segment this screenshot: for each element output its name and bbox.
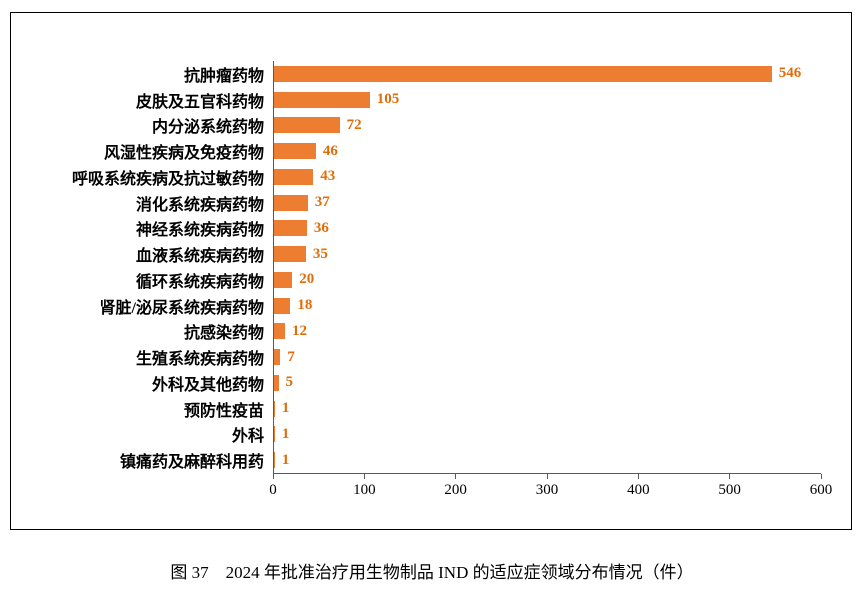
chart-area: 抗肿瘤药物 546 皮肤及五官科药物 105 内分泌系统药物 72 风湿性疾病及免疫药物 46… <box>10 12 852 530</box>
bar-value-label: 7 <box>287 348 295 365</box>
bar-track: 1 <box>273 421 821 448</box>
bar-value-label: 105 <box>376 91 400 108</box>
bar-track: 7 <box>273 344 821 370</box>
bar-row: 神经系统疾病药物 36 <box>21 215 821 242</box>
bar <box>274 168 314 185</box>
category-label: 抗肿瘤药物 <box>183 67 264 85</box>
x-tick-mark <box>546 474 548 479</box>
bar <box>274 374 279 391</box>
bar <box>274 91 370 108</box>
bar-value-label: 1 <box>281 400 290 417</box>
bar-value-label: 18 <box>297 297 313 314</box>
category-label: 风湿性疾病及免疫药物 <box>103 145 264 163</box>
bar-track: 12 <box>273 318 821 345</box>
x-tick-label: 200 <box>444 482 467 498</box>
x-tick-label: 0 <box>269 482 277 498</box>
bar-row: 外科 1 <box>21 421 821 448</box>
chart-caption: 图 37 2024 年批准治疗用生物制品 IND 的适应症领域分布情况（件） <box>170 563 694 582</box>
bar-track: 43 <box>273 164 821 190</box>
bar-row: 风湿性疾病及免疫药物 46 <box>21 138 821 164</box>
x-tick-mark <box>455 474 457 479</box>
bar <box>274 220 307 237</box>
bar <box>274 349 281 366</box>
bar-row: 呼吸系统疾病及抗过敏药物 43 <box>21 164 821 190</box>
x-tick-mark <box>363 474 365 479</box>
bar-value-label: 12 <box>291 322 307 339</box>
bar-track: 105 <box>273 86 821 113</box>
bar-value-label: 46 <box>322 142 338 159</box>
bar-value-label: 43 <box>320 168 336 185</box>
x-tick-mark <box>272 474 274 479</box>
bar-value-label: 1 <box>281 425 290 442</box>
bar-value-label: 20 <box>299 271 315 288</box>
x-tick-label: 300 <box>535 482 559 498</box>
bar-track: 37 <box>273 189 821 216</box>
x-axis: 0 100 200 300 400 500 600 <box>269 473 832 508</box>
bar-value-label: 72 <box>346 116 362 133</box>
bar <box>274 194 308 211</box>
category-label: 外科及其他药物 <box>151 376 264 394</box>
bar <box>274 117 340 134</box>
bar-track: 20 <box>273 267 821 293</box>
x-tick-label: 100 <box>353 482 376 498</box>
category-label: 消化系统疾病药物 <box>135 196 264 214</box>
bar-value-label: 36 <box>313 219 329 236</box>
category-label: 皮肤及五官科药物 <box>135 93 264 111</box>
bar-track: 546 <box>273 61 821 87</box>
category-label: 循环系统疾病药物 <box>135 273 264 291</box>
x-tick-mark <box>637 474 639 479</box>
category-label: 预防性疫苗 <box>183 402 264 420</box>
bar-row: 预防性疫苗 1 <box>21 395 821 422</box>
category-label: 抗感染药物 <box>183 325 264 343</box>
bar <box>274 65 772 82</box>
x-tick-label: 500 <box>718 482 741 498</box>
bar-row: 抗肿瘤药物 546 <box>21 61 821 87</box>
bar-track: 1 <box>273 447 821 473</box>
bar <box>274 143 316 160</box>
bar-rows: 抗肿瘤药物 546 皮肤及五官科药物 105 内分泌系统药物 72 风湿性疾病及免疫药物 46… <box>21 61 821 473</box>
x-tick-mark <box>820 474 822 479</box>
x-tick-mark <box>729 474 731 479</box>
bar <box>274 400 275 417</box>
category-label: 镇痛药及麻醉科用药 <box>119 454 264 472</box>
bar-track: 36 <box>273 215 821 242</box>
bar-track: 5 <box>273 370 821 396</box>
bar-track: 46 <box>273 138 821 164</box>
category-label: 外科 <box>231 428 264 446</box>
category-label: 神经系统疾病药物 <box>135 222 264 240</box>
x-tick-label: 600 <box>809 482 833 498</box>
bar-value-label: 546 <box>778 65 802 82</box>
bar <box>274 426 275 443</box>
bar-track: 35 <box>273 241 821 267</box>
bar <box>274 246 306 263</box>
category-label: 生殖系统疾病药物 <box>135 351 264 369</box>
bar-row: 抗感染药物 12 <box>21 318 821 345</box>
bar-track: 18 <box>273 292 821 319</box>
bar <box>274 452 275 469</box>
category-label: 内分泌系统药物 <box>151 119 264 137</box>
bar-value-label: 5 <box>285 374 294 391</box>
category-label: 肾脏/泌尿系统疾病药物 <box>99 299 264 317</box>
bar-value-label: 1 <box>281 451 290 468</box>
bar <box>274 323 285 340</box>
bar-row: 循环系统疾病药物 20 <box>21 267 821 293</box>
category-label: 呼吸系统疾病及抗过敏药物 <box>71 170 264 188</box>
x-tick-label: 400 <box>627 482 650 498</box>
bar-row: 内分泌系统药物 72 <box>21 112 821 139</box>
bar-row: 皮肤及五官科药物 105 <box>21 86 821 113</box>
bar <box>274 297 291 314</box>
category-label: 血液系统疾病药物 <box>135 248 264 266</box>
bar-value-label: 35 <box>312 245 328 262</box>
bar-row: 镇痛药及麻醉科用药 1 <box>21 447 821 473</box>
bar <box>274 271 293 288</box>
bar-track: 72 <box>273 112 821 139</box>
bar-row: 消化系统疾病药物 37 <box>21 189 821 216</box>
bar-row: 外科及其他药物 5 <box>21 370 821 396</box>
bar-row: 血液系统疾病药物 35 <box>21 241 821 267</box>
bar-row: 生殖系统疾病药物 7 <box>21 344 821 370</box>
bar-track: 1 <box>273 395 821 422</box>
bar-row: 肾脏/泌尿系统疾病药物 18 <box>21 292 821 319</box>
bar-value-label: 37 <box>314 194 330 211</box>
